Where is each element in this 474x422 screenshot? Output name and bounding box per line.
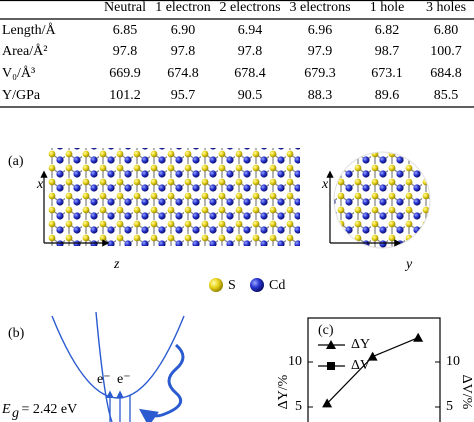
table-cell: 678.4 <box>234 66 266 81</box>
table-header-cell: 2 electrons <box>219 0 280 15</box>
table-cell: 6.90 <box>171 23 196 38</box>
legend-marker <box>327 362 335 370</box>
series-line <box>326 337 419 404</box>
table-header-cell: 1 electron <box>155 0 211 15</box>
table-cell: 89.6 <box>375 88 400 103</box>
table-row-label: V₀/Å³ <box>2 65 35 81</box>
table-cell: 97.9 <box>308 44 333 59</box>
table-cell: 95.7 <box>171 88 196 103</box>
table-header-cell: 1 hole <box>370 0 405 15</box>
legend-label: S <box>228 278 236 293</box>
axis-label: x <box>36 177 44 192</box>
table-header-cell: Neutral <box>104 0 146 15</box>
table-cell: 88.3 <box>308 88 333 103</box>
y-axis-label: ΔY/% <box>276 374 291 409</box>
table-cell: 669.9 <box>109 66 141 81</box>
table-cell: 6.96 <box>308 23 333 38</box>
table-row-label: Length/Å <box>2 22 57 38</box>
panel-label: (b) <box>8 326 25 341</box>
table-cell: 673.1 <box>371 66 403 81</box>
y2-axis-label: ΔV/% <box>459 375 474 410</box>
top-view-structure <box>334 152 430 248</box>
gap-value: = 2.42 eV <box>18 402 77 417</box>
table-cell: 85.5 <box>434 88 459 103</box>
table-row-label: Y/GPa <box>2 88 41 103</box>
marker <box>413 332 424 342</box>
legend-marker <box>326 340 336 349</box>
legend-marker <box>209 278 223 292</box>
carrier-label: e⁻ <box>97 372 111 387</box>
legend-label: ΔV <box>351 358 370 373</box>
table-cell: 97.8 <box>238 44 263 59</box>
y-tick-label: 10 <box>288 354 302 369</box>
table-cell: 97.8 <box>113 44 138 59</box>
table-cell: 100.7 <box>430 44 462 59</box>
table-cell: 90.5 <box>238 88 263 103</box>
top-view-outline <box>333 151 431 249</box>
y2-tick-label: 10 <box>446 354 460 369</box>
table-row-label: Area/Å² <box>2 43 47 59</box>
gap-symbol: E <box>1 402 11 417</box>
table-cell: 679.3 <box>304 66 336 81</box>
table-cell: 6.82 <box>375 23 400 38</box>
table-cell: 6.94 <box>238 23 263 38</box>
table-header-cell: 3 electrons <box>289 0 350 15</box>
legend-marker <box>250 278 264 292</box>
table-cell: 6.85 <box>113 23 138 38</box>
table-cell: 674.8 <box>167 66 199 81</box>
marker <box>322 398 333 408</box>
side-view-structure <box>48 148 300 246</box>
panel-label: (c) <box>318 323 334 338</box>
panel-label: (a) <box>8 154 24 169</box>
table: Neutral 1 electron 2 electrons 3 electrons 1… <box>2 0 466 103</box>
table-header-cell: 3 holes <box>426 0 466 15</box>
table-cell: 97.8 <box>171 44 196 59</box>
plot: 5 10 5 10 ΔY ΔV <box>288 332 460 414</box>
axis-label: z <box>113 257 120 272</box>
table-cell: 684.8 <box>430 66 462 81</box>
photon-wave <box>139 343 185 422</box>
plot-frame <box>307 317 441 422</box>
axis-label: x <box>321 177 329 192</box>
table-cell: 98.7 <box>375 44 400 59</box>
y2-tick-label: 5 <box>446 399 453 414</box>
gap-subscript: g <box>12 406 19 421</box>
carrier-label: e⁻ <box>117 372 131 387</box>
table-cell: 6.80 <box>434 23 459 38</box>
legend-label: Cd <box>269 278 285 293</box>
y-tick-label: 5 <box>295 399 302 414</box>
legend-label: ΔY <box>351 337 370 352</box>
axis-label: y <box>404 257 413 272</box>
table-cell: 101.2 <box>109 88 141 103</box>
marker <box>367 351 378 361</box>
